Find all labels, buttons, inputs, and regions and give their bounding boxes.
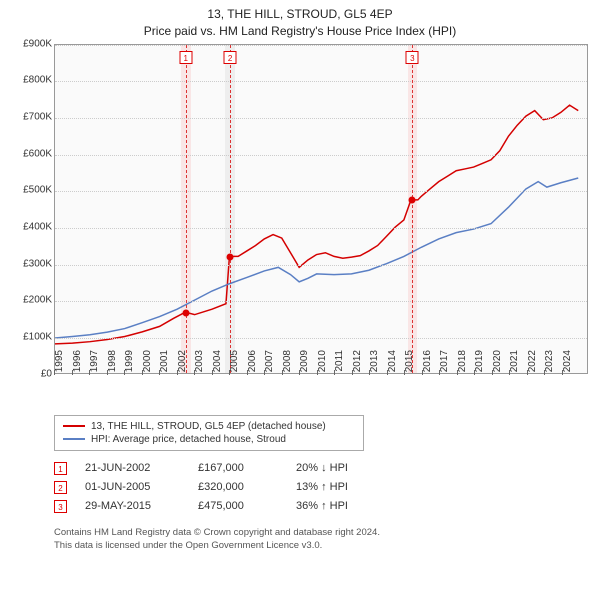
page-title: 13, THE HILL, STROUD, GL5 4EP [12,6,588,23]
sales-row: 1 21-JUN-2002 £167,000 20% ↓ HPI [54,459,588,478]
sale-marker-line [412,45,413,373]
sale-marker-line [230,45,231,373]
gridline [55,81,587,82]
ytick-label: £700K [12,111,52,122]
ytick-label: £200K [12,295,52,306]
gridline [55,45,587,46]
chart-area: 1 2 3 £0 £100K £200K £300K £400K £500K £600K £700… [12,44,588,409]
sales-table: 1 21-JUN-2002 £167,000 20% ↓ HPI 2 01-JUN-200… [54,459,588,516]
sales-row-date: 01-JUN-2005 [85,481,180,493]
legend-label: 13, THE HILL, STROUD, GL5 4EP (detached … [91,421,326,432]
xtick-label: 2024 [562,350,591,384]
gridline [55,191,587,192]
sales-row-marker: 2 [54,481,67,494]
sales-row-marker: 1 [54,462,67,475]
gridline [55,338,587,339]
chart-lines [55,45,587,373]
ytick-label: £600K [12,148,52,159]
ytick-label: £100K [12,331,52,342]
sale-dot [182,310,189,317]
footer-line-1: Contains HM Land Registry data © Crown c… [54,526,588,539]
ytick-label: £0 [12,368,52,379]
sales-row-marker: 3 [54,500,67,513]
ytick-label: £500K [12,185,52,196]
series-line-price_paid [55,105,578,344]
sales-row: 2 01-JUN-2005 £320,000 13% ↑ HPI [54,478,588,497]
legend-swatch [63,425,85,427]
sales-row-date: 21-JUN-2002 [85,462,180,474]
gridline [55,228,587,229]
legend-row: 13, THE HILL, STROUD, GL5 4EP (detached … [63,420,355,433]
footer-line-2: This data is licensed under the Open Gov… [54,539,588,552]
sales-row-price: £475,000 [198,500,278,512]
ytick-label: £900K [12,38,52,49]
series-line-hpi [55,178,578,338]
sale-marker-box: 2 [224,51,237,64]
sales-row-delta: 20% ↓ HPI [296,462,386,474]
gridline [55,301,587,302]
ytick-label: £800K [12,75,52,86]
sales-row: 3 29-MAY-2015 £475,000 36% ↑ HPI [54,497,588,516]
page-subtitle: Price paid vs. HM Land Registry's House … [12,23,588,40]
ytick-label: £400K [12,221,52,232]
gridline [55,155,587,156]
sales-row-price: £320,000 [198,481,278,493]
ytick-label: £300K [12,258,52,269]
sales-row-delta: 36% ↑ HPI [296,500,386,512]
sale-marker-line [186,45,187,373]
sale-marker-box: 3 [406,51,419,64]
chart-plot: 1 2 3 [54,44,588,374]
sales-row-delta: 13% ↑ HPI [296,481,386,493]
sales-row-price: £167,000 [198,462,278,474]
sale-dot [227,254,234,261]
legend-label: HPI: Average price, detached house, Stro… [91,434,286,445]
sales-row-date: 29-MAY-2015 [85,500,180,512]
footer: Contains HM Land Registry data © Crown c… [54,526,588,553]
legend-row: HPI: Average price, detached house, Stro… [63,433,355,446]
sale-dot [409,197,416,204]
gridline [55,118,587,119]
legend: 13, THE HILL, STROUD, GL5 4EP (detached … [54,415,364,451]
legend-swatch [63,438,85,440]
sale-marker-box: 1 [179,51,192,64]
gridline [55,265,587,266]
